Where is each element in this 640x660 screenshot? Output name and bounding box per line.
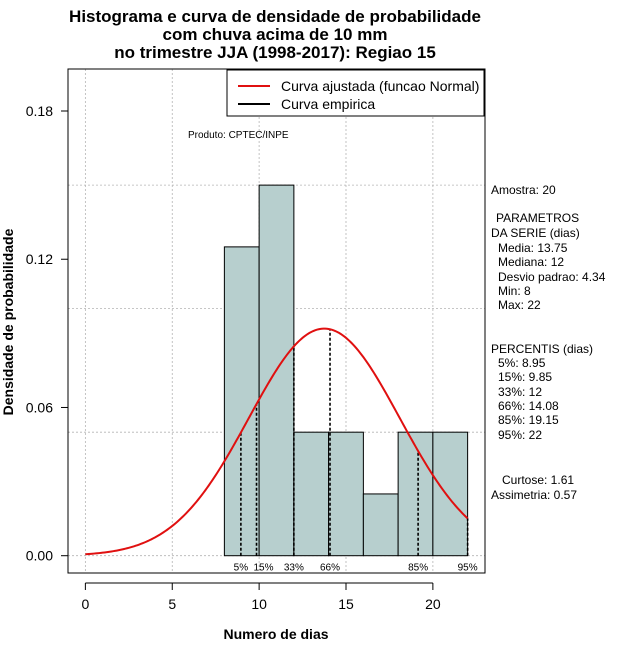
sample-size: Amostra: 20 <box>491 183 556 197</box>
param-line-2: Media: 13.75 <box>498 241 568 255</box>
percentis-line-0: PERCENTIS (dias) <box>491 342 593 356</box>
percentile-label: 15% <box>254 563 274 574</box>
product-annotation: Produto: CPTEC/INPE <box>188 130 289 141</box>
histogram-bar <box>362 493 399 557</box>
x-tick-label: 5 <box>168 596 176 612</box>
y-tick-label: 0.06 <box>26 399 53 415</box>
legend-label-empirical: Curva empirica <box>281 96 375 112</box>
param-line-4: Desvio padrao: 4.34 <box>498 270 606 284</box>
legend-label-fitted: Curva ajustada (funcao Normal) <box>281 78 479 94</box>
percentis-line-6: 95%: 22 <box>498 428 542 442</box>
percentile-label: 95% <box>458 563 478 574</box>
percentile-label: 33% <box>284 563 304 574</box>
histogram-bar <box>397 431 434 557</box>
y-axis-title: Densidade de probabilidade <box>0 228 16 415</box>
percentis-line-2: 15%: 9.85 <box>498 370 552 384</box>
x-tick-label: 15 <box>338 596 354 612</box>
y-tick-label: 0.18 <box>26 103 53 119</box>
percentis-line-5: 85%: 19.15 <box>498 413 559 427</box>
assimetria-value: Assimetria: 0.57 <box>491 488 577 502</box>
fitted-normal-curve <box>85 327 469 556</box>
percentile-label: 5% <box>234 563 249 574</box>
y-axis: 0.00 0.06 0.12 0.18 <box>26 103 69 564</box>
param-line-1: DA SERIE (dias) <box>491 226 580 240</box>
percentile-labels: 5% 15% 33% 66% 85% 95% <box>234 563 478 574</box>
param-line-6: Max: 22 <box>498 298 541 312</box>
chart-title-line-2: com chuva acima de 10 mm <box>163 25 388 44</box>
legend: Curva ajustada (funcao Normal) Curva emp… <box>226 69 485 117</box>
percentis-line-1: 5%: 8.95 <box>498 356 546 370</box>
percentis-line-3: 33%: 12 <box>498 385 542 399</box>
x-tick-label: 0 <box>81 596 89 612</box>
x-tick-label: 20 <box>425 596 441 612</box>
curtose-value: Curtose: 1.61 <box>502 473 574 487</box>
y-tick-label: 0.12 <box>26 251 53 267</box>
histogram-bar <box>328 431 364 557</box>
percentile-label: 66% <box>320 563 340 574</box>
percentis-line-4: 66%: 14.08 <box>498 399 559 413</box>
legend-box <box>226 69 485 117</box>
x-axis-title: Numero de dias <box>223 626 328 642</box>
param-line-3: Mediana: 12 <box>498 255 564 269</box>
x-axis: 0 5 10 15 20 <box>81 582 441 612</box>
percentile-lines <box>240 329 469 556</box>
histogram-bar <box>223 246 260 557</box>
percentile-label: 85% <box>408 563 428 574</box>
histogram-bar <box>432 431 469 557</box>
histogram-bar <box>293 431 330 557</box>
chart-title-line-1: Histograma e curva de densidade de proba… <box>69 7 481 26</box>
param-line-0: PARAMETROS <box>496 211 579 225</box>
x-tick-label: 10 <box>251 596 267 612</box>
param-line-5: Min: 8 <box>498 284 531 298</box>
chart-title-line-3: no trimestre JJA (1998-2017): Regiao 15 <box>114 43 436 62</box>
y-tick-label: 0.00 <box>26 548 53 564</box>
side-panel: Amostra: 20 PARAMETROS DA SERIE (dias) M… <box>491 183 606 502</box>
